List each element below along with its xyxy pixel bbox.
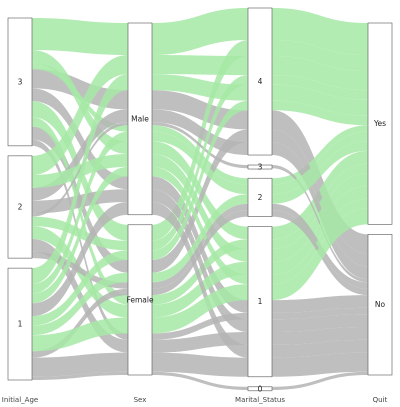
flow-3-male-1-no: [32, 88, 368, 313]
stratum-label: 0: [258, 384, 263, 393]
stratum-initial-age-2: [7, 155, 33, 259]
flow-2-male-1-no: [32, 189, 368, 333]
stratum-initial-age-1: [7, 267, 33, 381]
stratum-marital-status-0: [247, 386, 273, 392]
stratum-label: Male: [131, 114, 149, 123]
flow-2-male-1-yes: [32, 154, 368, 262]
flow-1-female-0-no: [32, 371, 368, 390]
stratum-label: 1: [18, 320, 23, 329]
stratum-label: Yes: [373, 119, 386, 128]
flow-1-female-1-no: [32, 352, 368, 377]
flow-2-female-1-yes: [32, 186, 368, 318]
stratum-marital-status-4: [247, 7, 273, 156]
stratum-marital-status-2: [247, 177, 273, 217]
flow-3-male-4-no: [32, 69, 368, 254]
stratum-quit-no: [367, 234, 393, 376]
stratum-sex-female: [127, 224, 153, 376]
flow-1-female-2-yes: [32, 141, 368, 336]
stratum-label: No: [375, 300, 386, 309]
stratum-marital-status-1: [247, 226, 273, 378]
stratum-label: 2: [18, 202, 23, 211]
stratum-label: 1: [258, 297, 263, 306]
stratum-label: 2: [258, 193, 263, 202]
stratum-label: 3: [258, 163, 263, 172]
stratum-label: 4: [258, 77, 263, 86]
flow-3-female-4-yes: [32, 39, 368, 241]
stratum-marital-status-3: [247, 164, 273, 170]
axis-labels-layer: Initial_Age Sex Marital_Status Quit: [2, 396, 388, 404]
stratum-sex-male: [127, 22, 153, 216]
strata-layer: 3 2 1 Male Female 4 3 2 1 0 Yes No: [7, 7, 393, 393]
flow-1-female-4-yes: [32, 100, 368, 326]
axis-label-sex: Sex: [134, 396, 147, 404]
flow-1-female-1-yes: [32, 208, 368, 352]
flow-1-male-1-no: [32, 201, 368, 358]
stratum-label: 3: [18, 77, 23, 86]
stratum-label: Female: [126, 295, 154, 304]
flow-3-female-4-no: [32, 126, 368, 273]
flow-1-male-2-yes: [32, 131, 368, 294]
axis-label-quit: Quit: [373, 396, 388, 404]
flow-2-male-4-no: [32, 109, 368, 280]
axis-label-initial-age: Initial_Age: [2, 396, 38, 404]
stratum-quit-yes: [367, 22, 393, 225]
flow-3-male-4-yes: [32, 8, 368, 55]
flows-layer: [32, 8, 368, 390]
axis-label-marital-status: Marital_Status: [235, 396, 285, 404]
flow-2-female-2-no: [32, 203, 368, 289]
stratum-initial-age-3: [7, 17, 33, 147]
